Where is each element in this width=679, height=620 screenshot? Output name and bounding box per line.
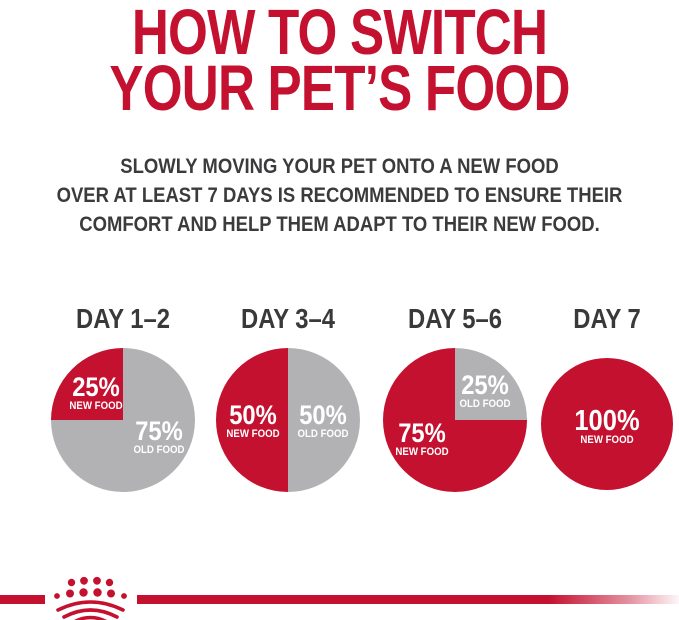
slice-percent: 50% [229,400,278,431]
brand-bar-right [137,595,679,604]
slice-name: NEW FOOD [226,428,281,441]
slice-percent: 25% [461,370,510,401]
slice-percent: 75% [398,417,446,448]
pie-chart-day-5-6: 25% OLD FOOD 75% NEW FOOD [383,348,527,492]
slice-label-old-food: 50% OLD FOOD [294,400,352,441]
slice-name: OLD FOOD [459,398,511,411]
slice-percent: 50% [298,400,347,431]
day-column-5-6: DAY 5–6 25% OLD FOOD 75% NEW FOOD [375,302,535,492]
slice-label-new-food: 75% NEW FOOD [392,417,453,458]
subtitle-text: SLOWLY MOVING YOUR PET ONTO A NEW FOOD O… [0,152,679,239]
page-title: HOW TO SWITCH YOUR PET’S FOOD [0,0,679,124]
pie-chart-day-7: 100% NEW FOOD [541,358,673,490]
subtitle-line-2: OVER AT LEAST 7 DAYS IS RECOMMENDED TO E… [56,184,623,207]
slice-percent: 100% [574,404,640,437]
slice-percent: 25% [71,371,120,402]
day-column-7: DAY 7 100% NEW FOOD [527,302,679,490]
title-line-2: YOUR PET’S FOOD [109,52,570,124]
day-label: DAY 7 [573,303,641,334]
slice-name: NEW FOOD [395,445,449,458]
slice-percent: 75% [135,416,183,447]
day-column-3-4: DAY 3–4 50% NEW FOOD 50% OLD FOOD [208,302,368,492]
day-label: DAY 1–2 [76,303,170,334]
pie-chart-day-1-2: 25% NEW FOOD 75% OLD FOOD [51,348,195,492]
pie-chart-day-3-4: 50% NEW FOOD 50% OLD FOOD [216,348,360,492]
day-label: DAY 5–6 [408,303,502,334]
slice-label-new-food: 100% NEW FOOD [570,404,644,446]
slice-label-new-food: 25% NEW FOOD [65,371,126,412]
royal-canin-crown-icon [54,576,127,620]
slice-name: OLD FOOD [133,444,185,457]
slice-label-new-food: 50% NEW FOOD [223,400,284,441]
slice-name: NEW FOOD [69,399,123,412]
slice-label-old-food: 25% OLD FOOD [456,370,514,411]
subtitle-line-1: SLOWLY MOVING YOUR PET ONTO A NEW FOOD [120,155,559,178]
day-column-1-2: DAY 1–2 25% NEW FOOD 75% OLD FOOD [43,302,203,492]
slice-label-old-food: 75% OLD FOOD [130,416,188,457]
title-line-1: HOW TO SWITCH [131,0,548,68]
slice-name: NEW FOOD [580,433,634,446]
slice-name: OLD FOOD [296,428,349,441]
day-label: DAY 3–4 [241,303,335,334]
subtitle-line-3: COMFORT AND HELP THEM ADAPT TO THEIR NEW… [79,213,600,236]
brand-bar-left [0,595,45,604]
